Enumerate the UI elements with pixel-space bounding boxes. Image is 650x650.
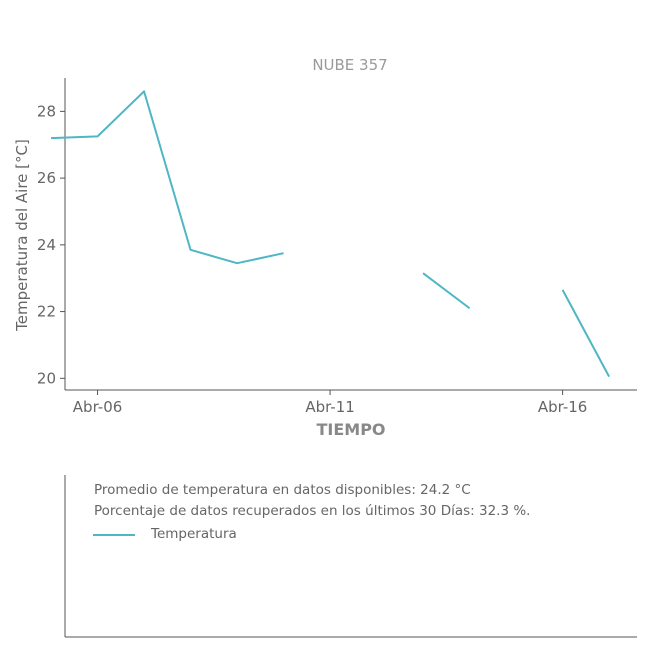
x-tick-label: Abr-11: [305, 398, 355, 416]
recovered-data-percentage-text: Porcentaje de datos recuperados en los ú…: [94, 503, 530, 519]
info-panel: Promedio de temperatura en datos disponi…: [64, 475, 637, 638]
series-lines: [51, 90, 610, 378]
series-line-segment: [422, 272, 471, 310]
y-tick-label: 24: [37, 236, 56, 254]
legend-label: Temperatura: [150, 526, 237, 542]
y-ticks: 20 22 24 26 28: [37, 102, 65, 387]
y-tick-label: 20: [37, 369, 56, 387]
plot-area: 20 22 24 26 28 Abr-06 Abr-11 Abr-16: [37, 78, 637, 416]
y-tick-label: 22: [37, 303, 56, 321]
x-axis-label: TIEMPO: [316, 420, 385, 439]
series-line-segment: [51, 90, 284, 265]
chart-title: NUBE 357: [312, 56, 387, 74]
x-tick-label: Abr-16: [538, 398, 588, 416]
y-tick-label: 28: [37, 102, 56, 120]
x-tick-label: Abr-06: [73, 398, 123, 416]
average-temperature-text: Promedio de temperatura en datos disponi…: [94, 482, 471, 498]
series-line-segment: [561, 289, 610, 378]
y-axis-label: Temperatura del Aire [°C]: [13, 139, 31, 332]
x-ticks: Abr-06 Abr-11 Abr-16: [73, 390, 588, 416]
y-tick-label: 26: [37, 169, 56, 187]
